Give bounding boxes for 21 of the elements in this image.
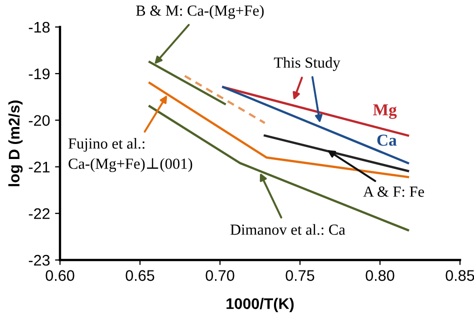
y-tick-label: -23: [28, 254, 50, 266]
annotation: This Study: [274, 57, 340, 71]
x-tick-label: 0.80: [366, 270, 394, 281]
annotation: Fujino et al.: Ca-(Mg+Fe)⊥(001): [68, 138, 192, 172]
x-tick-label: 0.60: [46, 270, 74, 281]
x-tick-label: 0.65: [126, 270, 154, 281]
annotation: A & F: Fe: [363, 186, 424, 197]
x-tick-label: 0.70: [206, 270, 234, 281]
annotation: Dimanov et al.: Ca: [230, 224, 346, 235]
x-axis-title: 1000/T(K): [226, 298, 294, 312]
x-tick-label: 0.75: [286, 270, 314, 281]
y-tick-label: -20: [28, 115, 50, 126]
y-tick-label: -22: [28, 208, 50, 219]
y-tick-label: -21: [28, 162, 50, 172]
x-tick-label: 0.85: [446, 270, 474, 281]
y-tick-label: -19: [28, 68, 50, 80]
y-tick-label: -18: [28, 22, 50, 33]
annotation: B & M: Ca-(Mg+Fe): [136, 5, 264, 19]
series-label: Ca: [377, 134, 397, 146]
y-axis-title: log D (m2/s): [8, 100, 23, 186]
series-label: Mg: [373, 104, 397, 119]
